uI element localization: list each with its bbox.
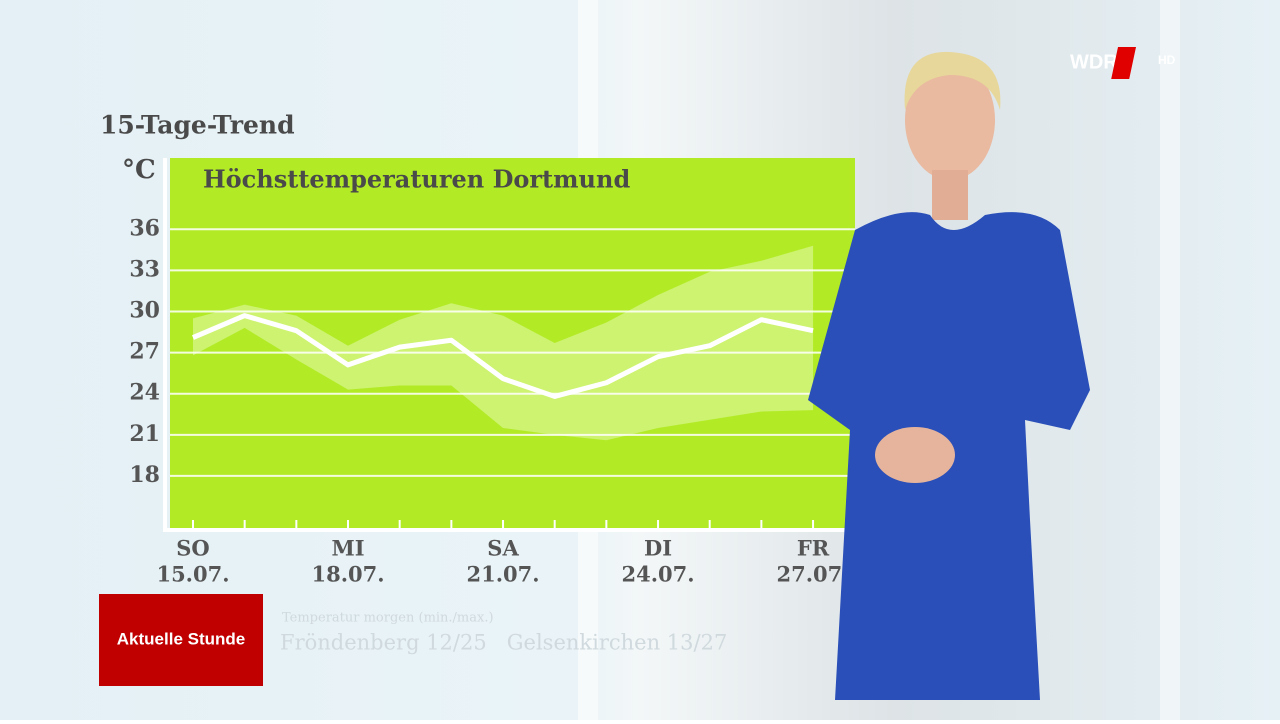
x-tick-label: 21.07. [466,562,539,587]
logo: WDR [1070,51,1118,73]
y-tick-label: 21 [129,421,160,447]
y-tick-label: 33 [129,256,160,282]
presenter-hands [875,427,955,483]
x-weekday-label: DI [644,536,672,561]
y-tick-label: 18 [129,462,160,488]
x-tick-label: 18.07. [311,562,384,587]
x-weekday-label: MI [331,536,364,561]
x-weekday-label: SA [487,536,519,561]
range-band [193,245,814,441]
ticker-caption: Temperatur morgen (min./max.) [282,611,494,626]
chart: Höchsttemperaturen Dortmund 18 21 24 27 30 33 3… [129,158,855,587]
presenter-hair [904,51,1001,110]
unit-label: °C [122,155,156,185]
y-tick-label: 36 [129,215,160,241]
presenter [808,51,1090,700]
y-tick-label: 27 [129,339,160,365]
x-weekday-label: FR [797,536,830,561]
y-tick-label: 24 [129,380,160,406]
brand-box [99,594,263,686]
temperature-line [192,313,814,399]
chart-title: Höchsttemperaturen Dortmund [203,165,630,194]
x-tick-label: 27.07. [777,562,850,587]
presenter-face [905,60,995,180]
x-weekday-label: SO [176,536,209,561]
x-tick-label: 15.07. [156,562,229,587]
chart-label: 15-Tage-Trend [100,111,295,140]
logo-suffix: HD [1158,53,1176,67]
logo-mark [1111,47,1137,79]
brand-label: Aktuelle Stunde [117,629,245,648]
studio-panel [1160,0,1180,720]
presenter-neck [932,170,968,220]
y-tick-label: 30 [129,297,160,323]
ticker-text: Fröndenberg 12/25 Gelsenkirchen 13/27 [280,631,727,655]
x-tick-label: 24.07. [621,562,694,587]
